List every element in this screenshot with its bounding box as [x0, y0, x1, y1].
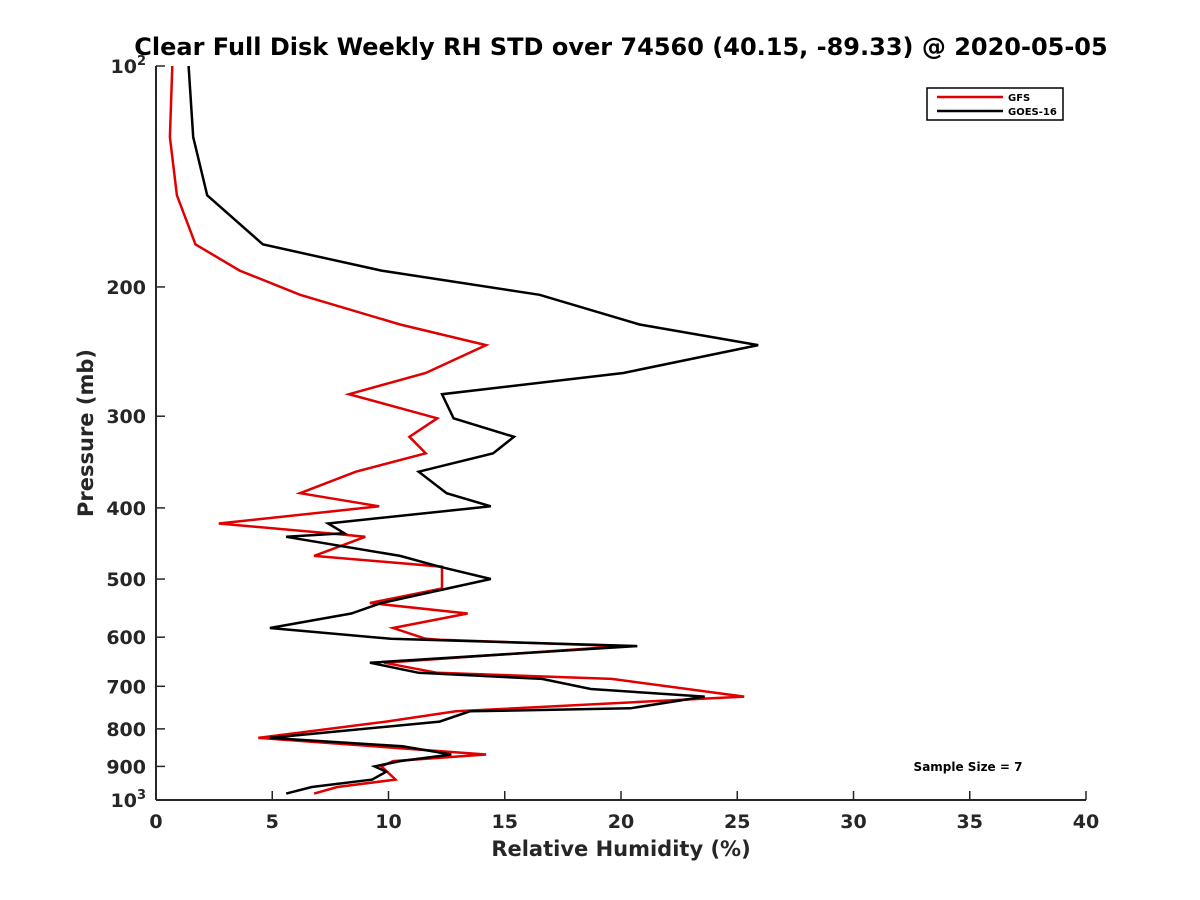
legend-box [926, 87, 1064, 121]
x-tick-label: 35 [957, 811, 983, 833]
x-tick-label: 30 [840, 811, 866, 833]
legend-label-gfs: GFS [1008, 93, 1030, 104]
y-tick-label: 103 [111, 788, 147, 812]
y-tick-label: 400 [106, 498, 146, 520]
x-ticks: 0 5 10 15 20 25 30 35 40 [149, 791, 1099, 833]
y-tick-label: 102 [111, 54, 147, 78]
y-tick-label: 600 [106, 627, 146, 649]
x-tick-label: 10 [375, 811, 401, 833]
series-line-goes-16 [187, 65, 759, 795]
y-tick-label: 700 [106, 676, 146, 698]
x-axis-label: Relative Humidity (%) [491, 837, 750, 861]
chart-title: Clear Full Disk Weekly RH STD over 74560… [134, 33, 1107, 61]
plot-background [156, 66, 1086, 800]
y-axis-label: Pressure (mb) [74, 349, 98, 517]
x-tick-label: 5 [266, 811, 279, 833]
sample-size-annotation: Sample Size = 7 [914, 760, 1023, 774]
x-tick-label: 15 [492, 811, 518, 833]
y-tick-label: 300 [106, 406, 146, 428]
series-layer [168, 65, 759, 795]
y-tick-label: 500 [106, 569, 146, 591]
y-tick-label: 200 [106, 277, 146, 299]
x-tick-label: 40 [1073, 811, 1099, 833]
x-tick-label: 25 [724, 811, 750, 833]
y-ticks: 102 200 300 400 500 600 700 800 900 103 [106, 54, 165, 812]
x-tick-label: 0 [149, 811, 162, 833]
legend: GFS GOES-16 [926, 87, 1064, 121]
y-tick-label: 900 [106, 756, 146, 778]
series-line-gfs [168, 65, 745, 795]
y-tick-label: 800 [106, 719, 146, 741]
x-tick-label: 20 [608, 811, 634, 833]
legend-label-goes-16: GOES-16 [1008, 107, 1057, 118]
